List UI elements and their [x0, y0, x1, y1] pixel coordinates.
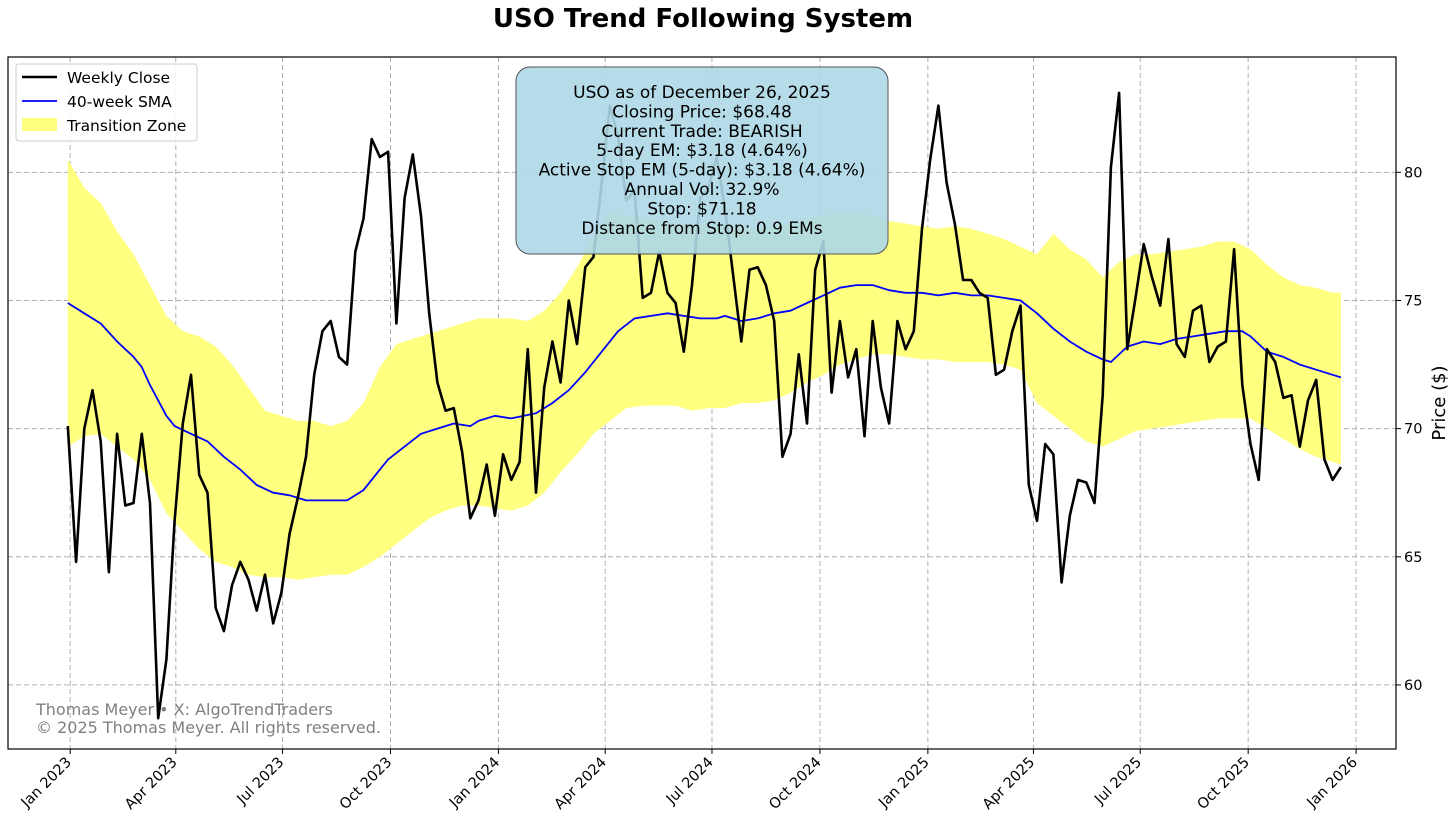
legend-label-weekly-close: Weekly Close [67, 69, 170, 87]
watermark: Thomas Meyer • X: AlgoTrendTraders © 202… [35, 700, 381, 737]
legend: Weekly Close 40-week SMA Transition Zone [15, 63, 198, 142]
x-tick-label-2: Jul 2023 [234, 755, 288, 809]
y-axis: 60 65 70 75 80 [1396, 165, 1422, 694]
x-tick-label-9: Apr 2025 [980, 755, 1038, 813]
x-tick-label-0: Jan 2023 [18, 755, 75, 812]
x-axis: Jan 2023 Apr 2023 Jul 2023 Oct 2023 Jan 2024… [18, 749, 1361, 813]
info-line-4: Active Stop EM (5-day): $3.18 (4.64%) [539, 161, 866, 181]
info-box-frame [515, 66, 889, 255]
x-tick-label-6: Jul 2024 [663, 755, 717, 809]
y-tick-label-80: 80 [1404, 165, 1422, 181]
y-tick-label-65: 65 [1404, 550, 1422, 566]
x-tick-label-1: Apr 2023 [122, 755, 180, 813]
x-tick-label-3: Oct 2023 [337, 755, 395, 813]
info-line-3: 5-day EM: $3.18 (4.64%) [596, 141, 808, 161]
plot-frame [7, 56, 1397, 750]
x-tick-label-12: Jan 2026 [1304, 755, 1361, 812]
x-tick-label-7: Oct 2024 [766, 755, 824, 813]
watermark-line-2: © 2025 Thomas Meyer. All rights reserved… [36, 718, 381, 737]
legend-label-transition-zone: Transition Zone [66, 117, 186, 135]
watermark-line-1: Thomas Meyer • X: AlgoTrendTraders [35, 700, 333, 719]
x-tick-label-10: Jul 2025 [1091, 755, 1145, 809]
info-line-6: Stop: $71.18 [647, 199, 756, 219]
x-tick-label-8: Jan 2025 [875, 755, 932, 812]
legend-frame [15, 63, 198, 142]
info-line-5: Annual Vol: 32.9% [624, 180, 779, 200]
y-axis-label: Price ($) [1429, 365, 1450, 440]
x-tick-label-11: Oct 2025 [1195, 755, 1253, 813]
info-line-7: Distance from Stop: 0.9 EMs [581, 219, 822, 239]
y-tick-label-75: 75 [1404, 293, 1422, 309]
y-tick-label-60: 60 [1404, 678, 1422, 694]
info-line-0: USO as of December 26, 2025 [573, 83, 831, 103]
chart-title: USO Trend Following System [493, 4, 913, 34]
series-40-week-sma [67, 284, 1342, 502]
legend-swatch-transition-zone [22, 118, 57, 131]
transition-zone-band [67, 159, 1341, 580]
info-line-1: Closing Price: $68.48 [612, 102, 792, 122]
info-line-2: Current Trade: BEARISH [601, 122, 802, 142]
x-tick-label-4: Jan 2024 [446, 755, 503, 812]
x-tick-label-5: Apr 2024 [552, 755, 610, 813]
series-transition-zone [67, 159, 1341, 580]
legend-label-sma: 40-week SMA [67, 93, 172, 111]
y-tick-label-70: 70 [1404, 422, 1422, 438]
